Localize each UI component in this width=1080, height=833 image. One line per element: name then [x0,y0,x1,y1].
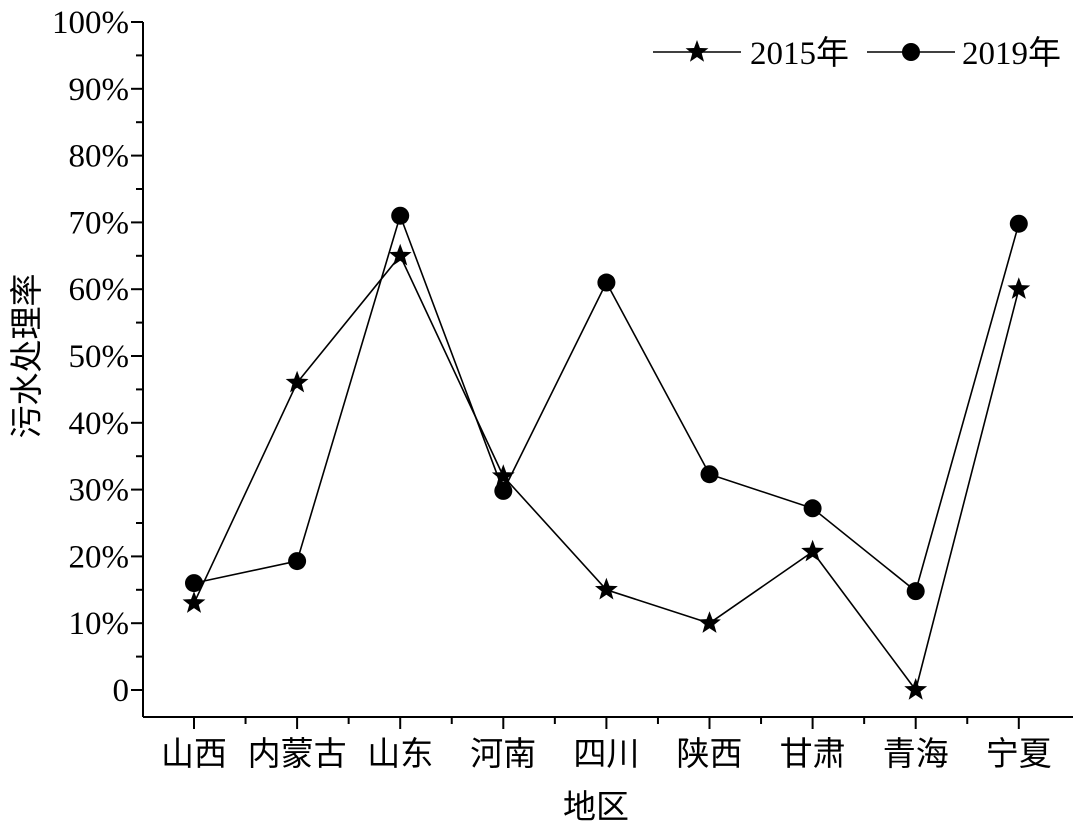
data-point [388,243,412,266]
data-point [288,552,307,571]
y-tick-label: 70% [69,205,130,241]
y-tick-label: 50% [69,339,130,375]
x-tick-label: 河南 [470,736,536,773]
x-tick-label: 四川 [573,737,639,773]
x-axis-ticks: 山西 内蒙古 山东 河南 四川 陕西 甘肃 青海 宁夏 [161,717,1052,773]
x-tick-label: 陕西 [677,737,743,773]
data-point [182,591,206,613]
series-line [193,254,1020,692]
y-axis-title: 污水处理率 [9,274,46,439]
y-tick-label: 30% [69,473,130,509]
series-layer [182,206,1031,700]
data-point [904,678,928,700]
x-tick-label: 山西 [161,737,227,773]
legend: 2015年 2019年 [653,35,1061,72]
data-point [801,539,825,562]
data-point [391,206,410,225]
data-point [285,370,309,393]
x-axis-title: 地区 [563,789,629,826]
y-tick-label: 100% [52,5,129,41]
y-tick-label: 40% [69,406,130,442]
x-tick-label: 内蒙古 [248,736,347,773]
data-point [185,574,203,593]
legend-item: 2015年 [653,35,849,72]
legend-item: 2019年 [867,35,1061,72]
legend-marker [685,40,709,62]
series-line [193,213,1020,593]
y-tick-label: 60% [69,272,130,308]
y-tick-label: 90% [69,72,130,108]
data-point [594,577,618,600]
data-point [700,465,719,484]
x-tick-label: 甘肃 [780,737,846,773]
data-point [1009,214,1028,233]
legend-label: 2019年 [962,35,1061,72]
data-point [597,273,616,292]
y-axis-ticks: 0 10% 20% 30% 40% 50% 60% 70% 80% 90% 100% [52,5,143,709]
x-tick-label: 宁夏 [986,736,1052,773]
data-point [494,481,513,500]
data-point [1007,277,1031,299]
y-tick-label: 10% [69,606,130,642]
y-tick-label: 80% [69,139,130,175]
x-tick-label: 山东 [367,736,433,773]
series-star [182,243,1031,700]
y-tick-label: 0 [113,673,130,709]
data-point [906,582,925,601]
y-tick-label: 20% [69,539,130,575]
x-tick-label: 青海 [883,736,949,773]
legend-marker [902,43,920,61]
data-point [803,499,822,518]
data-point [698,611,721,633]
axes [142,22,1073,718]
data-point [491,464,515,486]
series-circle [185,206,1028,601]
legend-label: 2015年 [750,35,849,72]
